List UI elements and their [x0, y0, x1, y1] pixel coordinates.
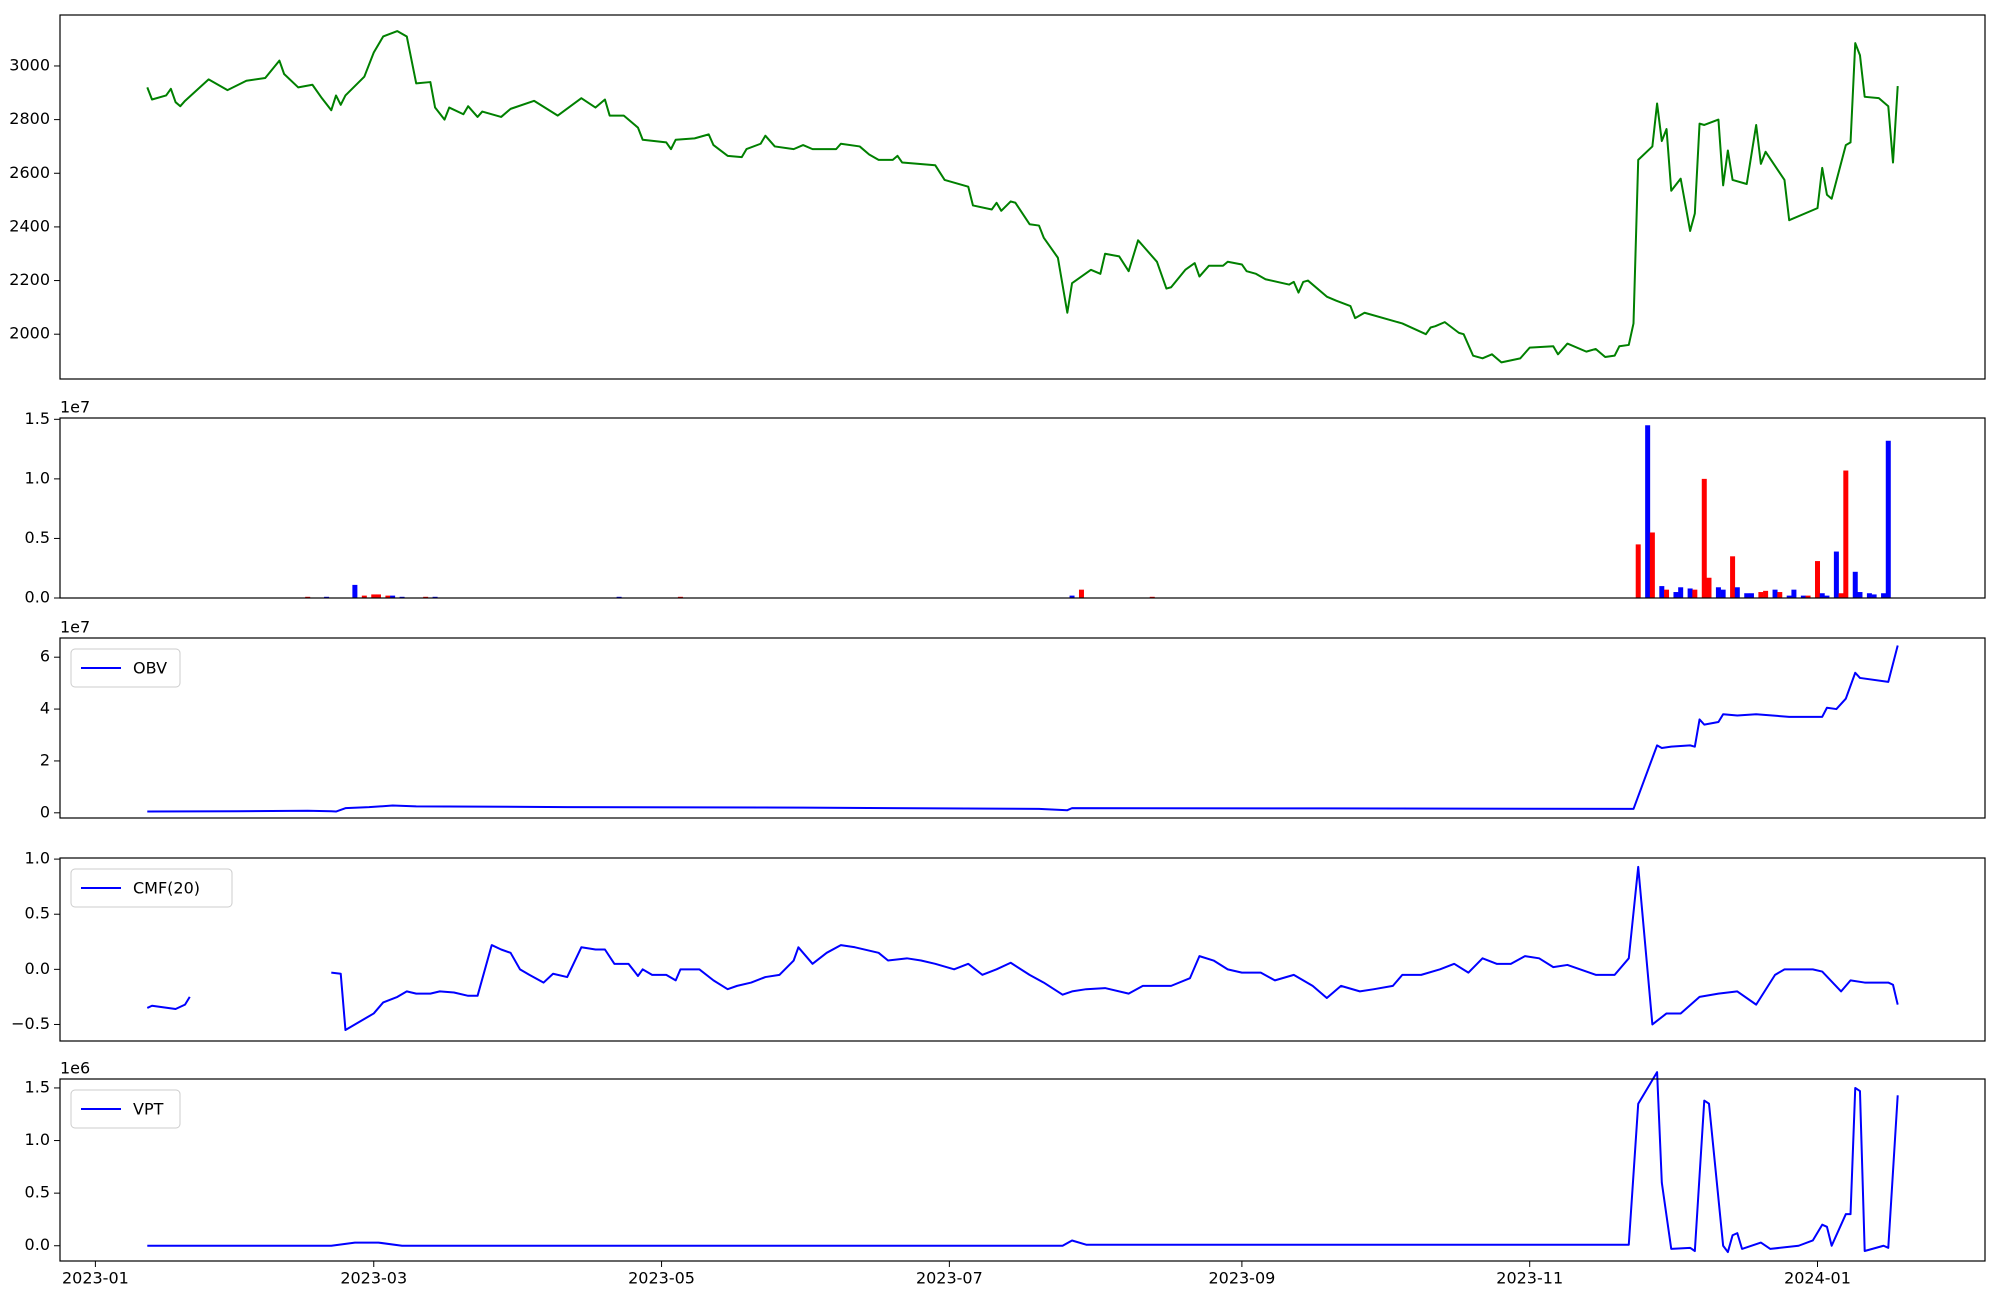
- legend-label: CMF(20): [133, 879, 200, 898]
- volume-bar: [1819, 593, 1825, 598]
- y-tick-label: 4: [40, 699, 50, 718]
- volume-bar: [1659, 586, 1665, 598]
- volume-bar: [1843, 470, 1849, 598]
- axes-frame: [59, 417, 1986, 599]
- volume-bar: [1734, 587, 1740, 598]
- volume-bar: [1800, 595, 1806, 598]
- legend-box: [70, 648, 181, 688]
- volume-bar: [1871, 594, 1877, 598]
- volume-bar: [1706, 577, 1712, 598]
- data-line: [147, 1071, 1899, 1254]
- volume-bar: [352, 584, 358, 598]
- y-tick-label: 2: [40, 750, 50, 769]
- legend-box: [70, 1089, 181, 1129]
- y-tick-label: 0.5: [25, 904, 50, 923]
- volume-bar: [1824, 595, 1830, 598]
- axis-offset-label: 1e6: [60, 1059, 90, 1078]
- volume-bar: [1687, 588, 1693, 598]
- y-tick-label: 1.5: [25, 1077, 50, 1096]
- data-line: [146, 865, 1899, 1031]
- volume-bar: [1786, 595, 1792, 598]
- volume-bar: [1664, 589, 1670, 598]
- y-tick-label: 2600: [9, 163, 50, 182]
- volume-bar: [1791, 589, 1797, 598]
- volume-bar: [1673, 592, 1679, 598]
- volume-bar: [1078, 589, 1084, 598]
- axes-frame: [59, 1078, 1986, 1262]
- volume-bar: [1805, 595, 1811, 598]
- axes-frame: [59, 14, 1986, 380]
- volume-bar: [1833, 551, 1839, 598]
- y-tick-label: 0.0: [25, 959, 50, 978]
- y-tick-label: 2800: [9, 109, 50, 128]
- volume-bar: [1777, 592, 1783, 598]
- volume-bar: [1763, 590, 1769, 598]
- y-tick-label: 1.5: [25, 409, 50, 428]
- axis-offset-label: 1e7: [60, 398, 90, 417]
- volume-bar: [1069, 595, 1075, 598]
- axes-frame: [59, 637, 1986, 819]
- y-tick-label: 6: [40, 647, 50, 666]
- volume-bar: [1748, 593, 1754, 598]
- x-tick-label: 2023-01: [62, 1269, 129, 1288]
- y-tick-label: 1.0: [25, 849, 50, 868]
- volume-bar: [1649, 532, 1655, 598]
- volume-bar: [1852, 571, 1858, 598]
- y-tick-label: 2200: [9, 270, 50, 289]
- volume-bar: [1744, 593, 1750, 598]
- volume-bar: [1645, 425, 1651, 598]
- legend-label: OBV: [133, 659, 167, 678]
- volume-bar: [1866, 593, 1872, 598]
- volume-bar: [1857, 592, 1863, 598]
- volume-bar: [1678, 587, 1684, 598]
- legend-box: [70, 868, 233, 908]
- volume-bar: [1885, 440, 1891, 598]
- x-tick-label: 2023-07: [916, 1269, 983, 1288]
- volume-bar: [361, 595, 367, 598]
- y-tick-label: 0: [40, 802, 50, 821]
- axis-offset-label: 1e7: [60, 618, 90, 637]
- volume-bar: [1715, 587, 1721, 598]
- x-tick-label: 2023-05: [628, 1269, 695, 1288]
- volume-bar: [385, 595, 391, 598]
- x-tick-label: 2023-09: [1208, 1269, 1275, 1288]
- volume-bar: [1701, 478, 1707, 598]
- axes-frame: [59, 857, 1986, 1042]
- y-tick-label: 0.5: [25, 528, 50, 547]
- y-tick-label: −0.5: [11, 1014, 50, 1033]
- volume-bar: [1838, 593, 1844, 598]
- volume-bar: [1815, 561, 1821, 598]
- y-tick-label: 0.0: [25, 1235, 50, 1254]
- y-tick-label: 0.0: [25, 588, 50, 607]
- volume-bar: [1692, 589, 1698, 598]
- data-line: [147, 645, 1899, 813]
- volume-bar: [1720, 589, 1726, 598]
- volume-bar: [1758, 592, 1764, 598]
- volume-bar: [1635, 544, 1641, 598]
- y-tick-label: 2000: [9, 324, 50, 343]
- y-tick-label: 2400: [9, 216, 50, 235]
- volume-bar: [390, 595, 396, 598]
- data-line: [146, 30, 1899, 364]
- volume-bar: [1881, 593, 1887, 598]
- volume-bar: [375, 594, 381, 598]
- x-tick-label: 2023-03: [340, 1269, 407, 1288]
- volume-bar: [371, 594, 377, 598]
- legend-label: VPT: [133, 1100, 164, 1119]
- y-tick-label: 3000: [9, 55, 50, 74]
- volume-bar: [1730, 556, 1736, 598]
- y-tick-label: 1.0: [25, 468, 50, 487]
- y-tick-label: 0.5: [25, 1183, 50, 1202]
- x-tick-label: 2023-11: [1496, 1269, 1563, 1288]
- y-tick-label: 1.0: [25, 1130, 50, 1149]
- volume-bar: [1772, 589, 1778, 598]
- x-tick-label: 2024-01: [1784, 1269, 1851, 1288]
